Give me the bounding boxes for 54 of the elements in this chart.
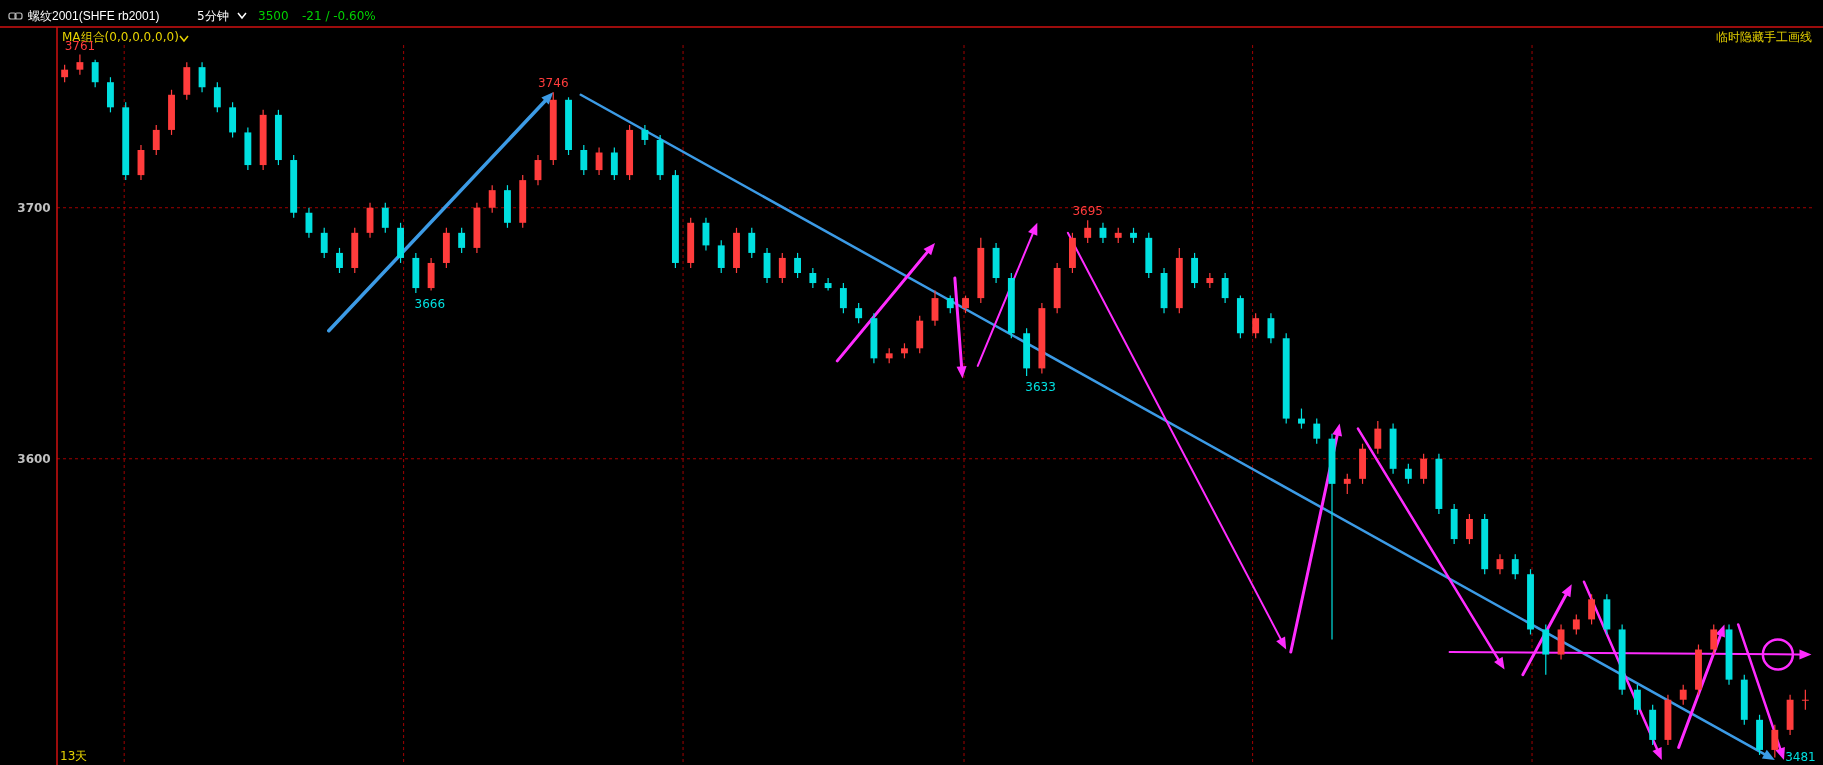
text: 3500: [258, 9, 289, 23]
candlestick: [76, 54, 84, 76]
annotation: 13天: [60, 749, 88, 763]
annotation: 3746: [537, 76, 569, 91]
y-tick-label: 3700: [17, 200, 51, 215]
candlestick: [1710, 623, 1718, 656]
candlestick: [1511, 553, 1519, 580]
candlestick: [1313, 417, 1321, 445]
candlestick: [1343, 473, 1351, 495]
candlestick: [717, 239, 725, 274]
candlestick: [580, 144, 588, 176]
candlestick: [1404, 463, 1412, 485]
candlestick: [381, 202, 389, 234]
candlestick: [1588, 593, 1596, 626]
text: 5分钟: [197, 9, 229, 23]
candlestick: [1084, 219, 1092, 244]
candlestick: [336, 247, 343, 274]
candlestick: [213, 81, 221, 113]
candlestick: [641, 124, 649, 146]
candlestick: [595, 146, 603, 176]
candlestick: [1206, 272, 1214, 289]
annotation: 3481: [1785, 750, 1816, 764]
annotation: 3633: [1025, 379, 1056, 394]
candlestick: [1801, 689, 1809, 711]
candlestick: [1771, 724, 1779, 759]
candlestick: [855, 302, 863, 324]
candlestick: [794, 252, 802, 279]
annotation: 临时隐藏手工画线: [1716, 30, 1812, 44]
candlestick: [610, 146, 618, 181]
candlestick: [1679, 684, 1687, 706]
candlestick: [1633, 684, 1641, 716]
candlestick: [839, 282, 847, 314]
candlestick: [488, 184, 496, 214]
annotation: 3666: [414, 297, 446, 312]
candlestick: [809, 267, 817, 289]
candlestick: [1252, 312, 1260, 339]
candlestick: [1221, 272, 1229, 304]
text: -21 / -0.60%: [302, 9, 376, 23]
candlestick: [1298, 407, 1305, 430]
candlestick: [152, 124, 160, 156]
candlestick: [91, 59, 99, 88]
candlestick: [1267, 312, 1275, 344]
annotation: 3695: [1072, 204, 1103, 219]
candlestick: [1420, 453, 1428, 485]
candlestick: [748, 227, 756, 259]
candlestick: [1572, 613, 1580, 636]
candlestick: [1374, 420, 1382, 455]
candlestick: [1466, 513, 1473, 545]
candlestick: [458, 227, 466, 254]
y-tick-label: 3600: [17, 451, 51, 466]
chart-title: 螺纹2001(SHFE rb2001): [28, 9, 160, 23]
candlestick: [778, 252, 786, 284]
candlestick: [320, 227, 328, 259]
candlestick: [824, 277, 832, 292]
